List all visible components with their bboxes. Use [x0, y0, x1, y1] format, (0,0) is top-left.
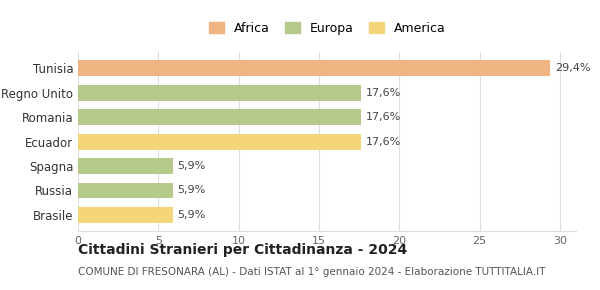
Bar	[78, 207, 173, 223]
Bar	[78, 158, 173, 174]
Bar	[78, 85, 361, 101]
Text: 5,9%: 5,9%	[178, 161, 206, 171]
Bar	[78, 109, 361, 125]
Legend: Africa, Europa, America: Africa, Europa, America	[205, 18, 449, 39]
Text: COMUNE DI FRESONARA (AL) - Dati ISTAT al 1° gennaio 2024 - Elaborazione TUTTITAL: COMUNE DI FRESONARA (AL) - Dati ISTAT al…	[78, 267, 545, 277]
Bar	[78, 134, 361, 150]
Text: 17,6%: 17,6%	[365, 137, 401, 146]
Text: 17,6%: 17,6%	[365, 88, 401, 98]
Text: 17,6%: 17,6%	[365, 112, 401, 122]
Text: 5,9%: 5,9%	[178, 186, 206, 195]
Bar	[78, 60, 550, 76]
Bar	[78, 182, 173, 198]
Text: 5,9%: 5,9%	[178, 210, 206, 220]
Text: Cittadini Stranieri per Cittadinanza - 2024: Cittadini Stranieri per Cittadinanza - 2…	[78, 243, 407, 257]
Text: 29,4%: 29,4%	[555, 63, 590, 73]
